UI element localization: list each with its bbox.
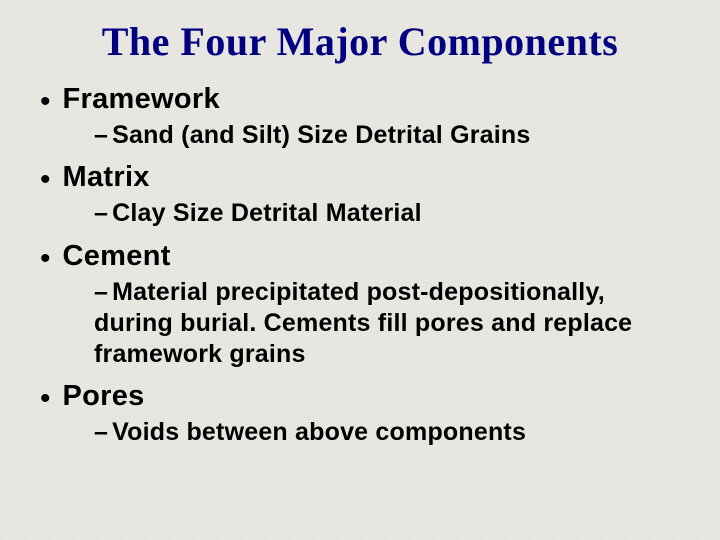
item-sub-text: Clay Size Detrital Material [112,199,422,227]
item-heading: Pores [63,380,145,413]
item-sub: –Clay Size Detrital Material [94,198,680,229]
item-heading: Cement [63,240,171,273]
item-sub: –Material precipitated post-depositional… [94,277,680,371]
item-sub-text: Voids between above components [112,418,526,446]
slide-title: The Four Major Components [40,18,680,65]
item-heading: Framework [63,83,220,116]
bullet-icon: • [40,165,51,195]
bullet-row: • Framework [40,83,680,116]
list-item: • Framework –Sand (and Silt) Size Detrit… [40,83,680,151]
list-item: • Cement –Material precipitated post-dep… [40,240,680,371]
bullet-row: • Pores [40,380,680,413]
bullet-icon: • [40,87,51,117]
list-item: • Pores –Voids between above components [40,380,680,448]
bullet-icon: • [40,244,51,274]
bullet-row: • Matrix [40,161,680,194]
bullet-icon: • [40,384,51,414]
item-heading: Matrix [63,161,150,194]
item-sub-text: Sand (and Silt) Size Detrital Grains [112,121,530,149]
item-sub: –Voids between above components [94,417,680,448]
item-sub: –Sand (and Silt) Size Detrital Grains [94,120,680,151]
list-item: • Matrix –Clay Size Detrital Material [40,161,680,229]
bullet-row: • Cement [40,240,680,273]
item-sub-text: Material precipitated post-depositionall… [94,278,632,369]
